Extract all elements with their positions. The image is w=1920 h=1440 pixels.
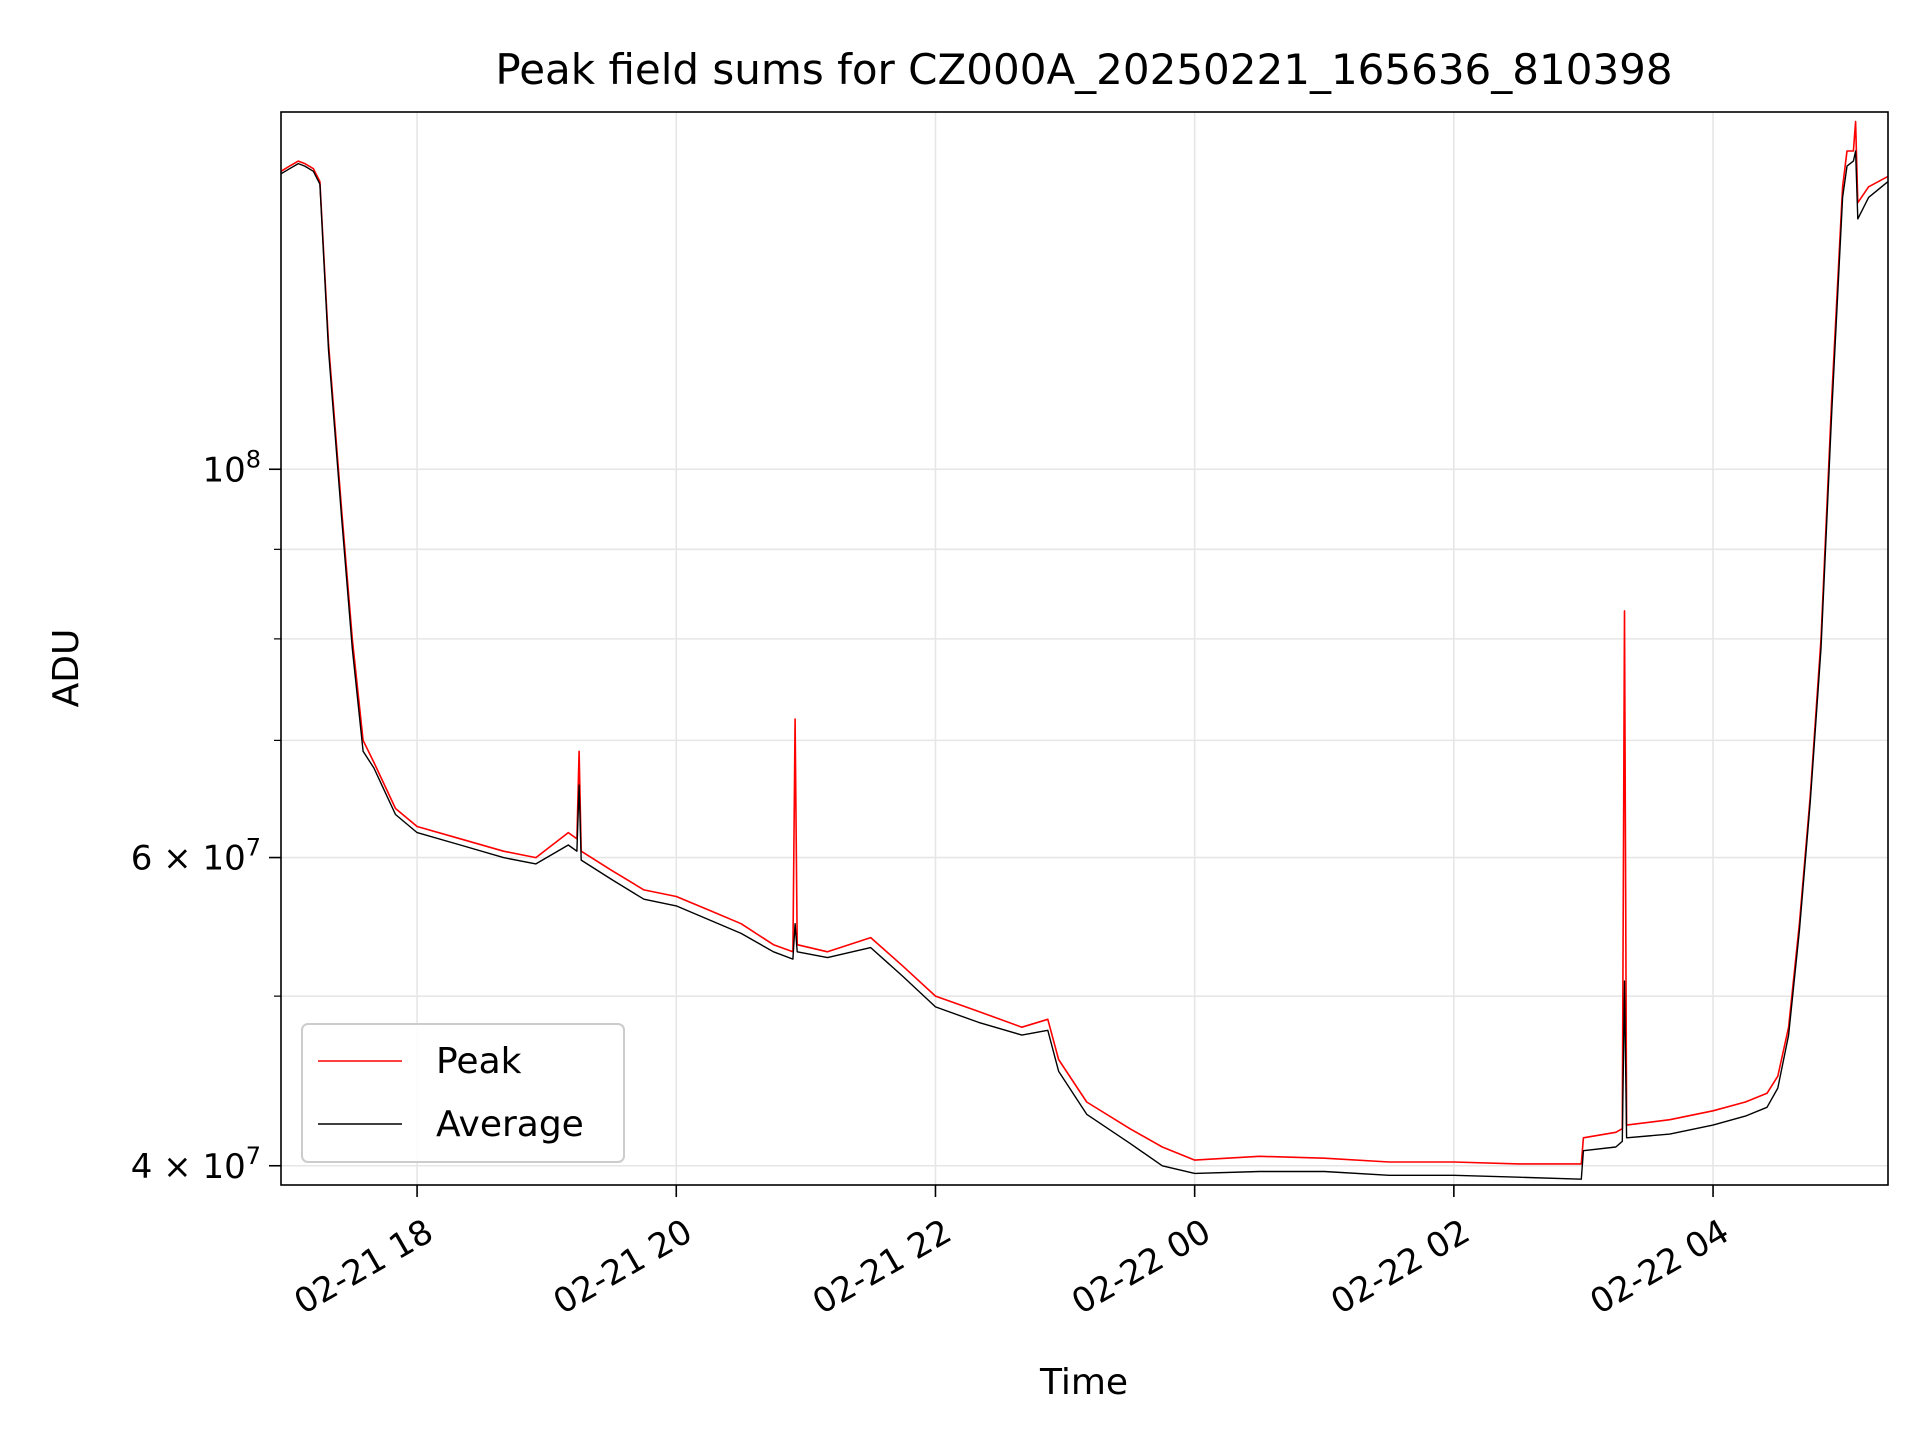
grid bbox=[281, 112, 1888, 1185]
legend-label-average: Average bbox=[436, 1104, 584, 1145]
legend-label-peak: Peak bbox=[436, 1041, 522, 1082]
y-tick-label: 6 × 107 bbox=[131, 834, 261, 879]
chart-title: Peak field sums for CZ000A_20250221_1656… bbox=[495, 45, 1672, 94]
legend: Peak Average bbox=[301, 1023, 625, 1163]
y-tick-label: 108 bbox=[202, 445, 261, 490]
plot-frame bbox=[280, 111, 1889, 1186]
y-tick-label: 4 × 107 bbox=[131, 1142, 261, 1187]
x-axis-label: Time bbox=[1039, 1362, 1128, 1403]
legend-frame bbox=[301, 1023, 625, 1163]
series-line-peak bbox=[281, 120, 1888, 1165]
series-line-average bbox=[281, 150, 1888, 1180]
series-layer bbox=[281, 120, 1888, 1180]
y-axis-label: ADU bbox=[46, 629, 87, 708]
